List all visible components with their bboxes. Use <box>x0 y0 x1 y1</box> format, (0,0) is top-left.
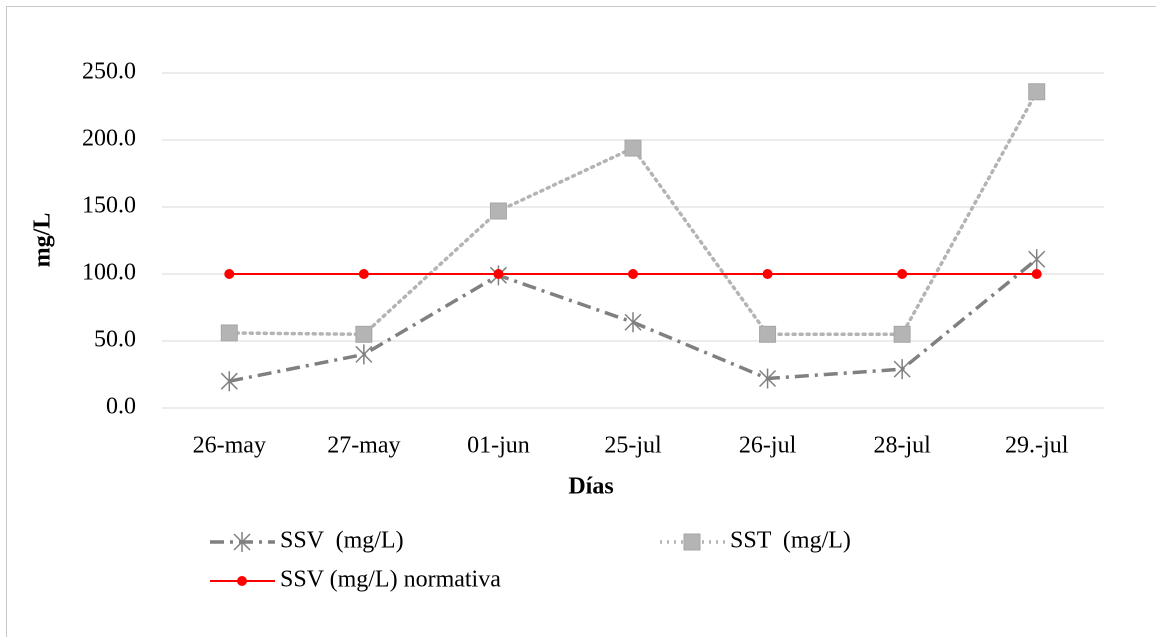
x-tick-label: 28-jul <box>873 433 931 459</box>
marker <box>1028 249 1046 270</box>
legend-label: SSV (mg/L) <box>280 528 404 554</box>
x-tick-label: 01-jun <box>467 433 530 459</box>
x-axis-title: Días <box>568 474 613 500</box>
series-line <box>227 90 1039 337</box>
marker <box>358 269 369 279</box>
legend-label: SST (mg/L) <box>730 528 851 554</box>
marker <box>759 325 777 343</box>
y-tick-label: 150.0 <box>82 193 136 219</box>
marker <box>624 312 642 333</box>
legend-marker <box>233 532 251 552</box>
marker <box>355 325 373 343</box>
marker <box>897 269 908 279</box>
x-tick-label: 29.-jul <box>1005 433 1069 459</box>
y-axis-title: mg/L <box>30 213 56 268</box>
y-tick-label: 50.0 <box>94 327 136 353</box>
legend-marker <box>683 533 701 551</box>
chart-border <box>6 6 1156 637</box>
y-tick-label: 250.0 <box>82 59 136 85</box>
marker <box>628 269 638 279</box>
x-tick-label: 25-jul <box>604 433 662 459</box>
y-tick-label: 100.0 <box>82 260 136 286</box>
legend-marker <box>237 576 247 586</box>
marker <box>1028 83 1046 101</box>
marker <box>489 202 507 220</box>
marker <box>220 324 238 342</box>
marker <box>220 371 238 392</box>
marker <box>893 359 911 380</box>
marker <box>759 368 777 389</box>
marker <box>624 139 642 157</box>
x-tick-label: 27-may <box>327 433 400 459</box>
marker <box>493 269 504 279</box>
legend-label: SSV (mg/L) normativa <box>280 567 501 593</box>
marker <box>762 269 773 279</box>
marker <box>1031 269 1042 279</box>
x-tick-label: 26-may <box>193 433 266 459</box>
marker <box>355 344 373 365</box>
marker <box>224 269 235 279</box>
y-tick-label: 200.0 <box>82 126 136 152</box>
y-tick-label: 0.0 <box>106 394 136 420</box>
x-tick-label: 26-jul <box>739 433 797 459</box>
marker <box>893 325 911 343</box>
